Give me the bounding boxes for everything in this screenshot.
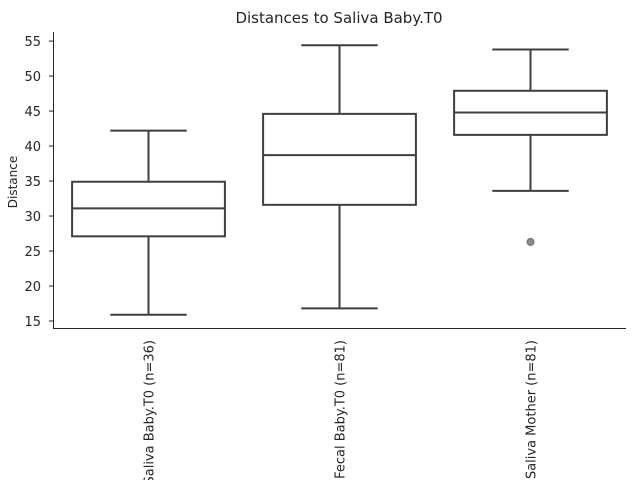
y-axis-ticks: 15 20 25 30 35 40 45 50 55 [24, 35, 53, 330]
y-tick-label: 55 [24, 35, 41, 50]
x-tick-label: Fecal Baby.T0 (n=81) [334, 340, 349, 479]
y-tick-label: 50 [24, 70, 41, 85]
box-group [453, 48, 608, 246]
box-series [71, 44, 608, 316]
y-tick-label: 45 [24, 105, 41, 120]
y-tick-label: 20 [24, 280, 41, 295]
box-group [262, 44, 417, 310]
y-tick-label: 25 [24, 245, 41, 260]
outlier-point [526, 237, 535, 246]
y-tick-label: 15 [24, 315, 41, 330]
y-tick-label: 30 [24, 210, 41, 225]
chart-title: Distances to Saliva Baby.T0 [235, 9, 442, 27]
x-tick-label: Saliva Baby.T0 (n=36) [143, 340, 158, 480]
y-axis-label: Distance [6, 156, 20, 208]
iqr-box [262, 112, 417, 206]
box-group [71, 129, 226, 316]
x-tick-label: Saliva Mother (n=81) [525, 340, 540, 479]
x-axis-ticks: Saliva Baby.T0 (n=36) Fecal Baby.T0 (n=81… [143, 340, 540, 480]
y-tick-label: 40 [24, 140, 41, 155]
y-tick-label: 35 [24, 175, 41, 190]
